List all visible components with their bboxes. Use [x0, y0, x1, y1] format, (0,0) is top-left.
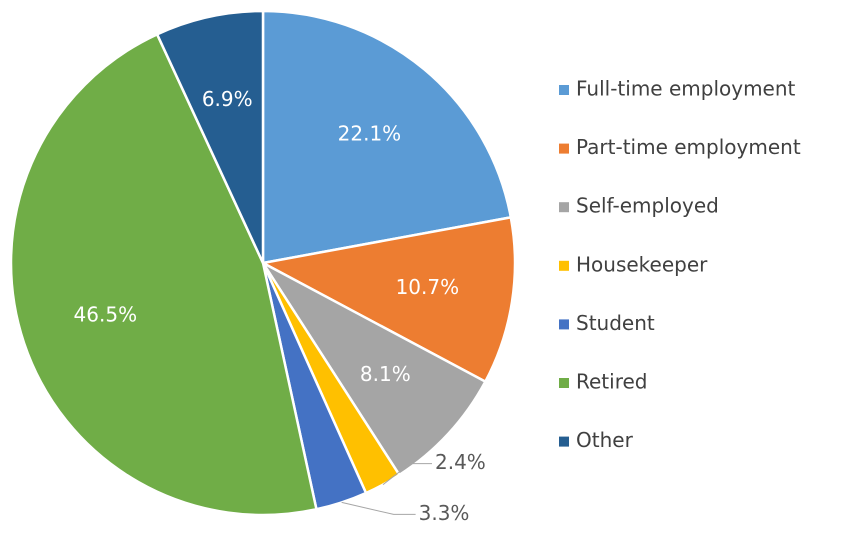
legend-swatch: [559, 260, 569, 271]
legend-label: Housekeeper: [576, 252, 708, 276]
legend-swatch: [559, 143, 569, 154]
legend-label: Part-time employment: [576, 135, 801, 159]
legend-label: Retired: [576, 370, 647, 394]
data-label: 8.1%: [360, 362, 411, 386]
pie-slice: [261, 9, 513, 265]
legend-swatch: [559, 436, 569, 447]
legend-label: Other: [576, 428, 634, 452]
data-label: 10.7%: [396, 275, 460, 299]
data-label: 22.1%: [338, 122, 402, 146]
data-label: 46.5%: [74, 302, 138, 326]
pie-slice: [155, 9, 265, 264]
legend-label: Self-employed: [576, 194, 719, 218]
legend-swatch: [559, 319, 569, 330]
pie-slice: [259, 215, 517, 384]
pie-slice: [9, 32, 318, 517]
leader-line: [341, 501, 416, 515]
legend-swatch: [559, 378, 569, 388]
pie-slice: [259, 259, 488, 477]
leader-line: [382, 463, 433, 485]
data-label: 3.3%: [419, 501, 470, 525]
legend-label: Student: [576, 311, 655, 335]
data-label: 2.4%: [435, 450, 486, 474]
legend-swatch: [559, 85, 569, 95]
data-label: 6.9%: [202, 87, 253, 111]
legend-label: Full-time employment: [576, 77, 796, 101]
legend-swatch: [559, 202, 569, 213]
